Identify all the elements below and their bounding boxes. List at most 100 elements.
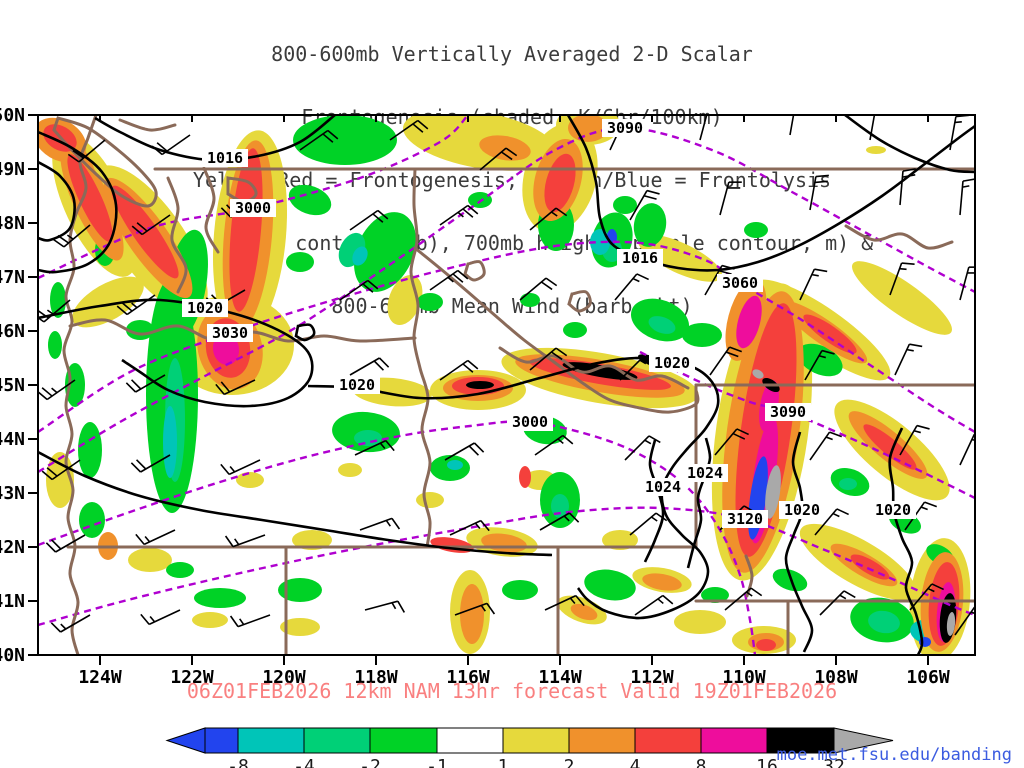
wind-barb xyxy=(894,343,923,376)
lat-axis-label: 50N xyxy=(0,105,25,126)
wind-barb xyxy=(714,428,749,456)
wind-barb xyxy=(799,268,828,301)
lat-axis-label: 43N xyxy=(0,483,25,504)
lon-axis-label: 120W xyxy=(262,667,306,688)
wind-barb xyxy=(349,209,389,231)
wind-barb xyxy=(439,359,479,381)
wind-barb xyxy=(131,214,171,236)
colorbar-segment xyxy=(237,727,305,754)
contour-label: 3120 xyxy=(727,510,763,528)
contour-label: 3000 xyxy=(235,199,271,217)
lon-axis-label: 114W xyxy=(538,667,582,688)
contour-label: 3060 xyxy=(722,274,758,292)
contour-label: 1016 xyxy=(207,149,243,167)
colorbar-tick-label: -8 xyxy=(227,756,249,768)
forecast-valid-text: 06Z01FEB2026 12km NAM 13hr forecast Vali… xyxy=(186,679,838,703)
colorbar: -8 -4 -2 -1 1 2 4 8 16 32 xyxy=(165,727,894,768)
wind-barb xyxy=(130,454,171,473)
lat-axis-label: 44N xyxy=(0,429,25,450)
colorbar-tick-label: -1 xyxy=(426,756,448,768)
contour-labels: 1016 3000 1020 3030 1020 3090 1016 3060 1020 3090… xyxy=(182,119,916,528)
lon-axis-label: 112W xyxy=(630,667,674,688)
wind-barb xyxy=(389,119,429,141)
map-interior: 1016 3000 1020 3030 1020 3090 1016 3060 1020 3090… xyxy=(38,115,975,655)
lat-axis-label: 46N xyxy=(0,321,25,342)
colorbar-segment xyxy=(369,727,438,754)
wind-barb xyxy=(224,534,266,548)
wind-barb xyxy=(719,181,742,216)
credit-url: moe.met.fsu.edu/banding xyxy=(776,745,1012,765)
wind-barb xyxy=(539,512,580,531)
colorbar-tick-label: 8 xyxy=(696,756,707,768)
wind-barb xyxy=(125,374,166,393)
colorbar-tick-label: 16 xyxy=(756,756,778,768)
wind-barb xyxy=(215,379,256,396)
contour-label: 1020 xyxy=(339,376,375,394)
wind-barb xyxy=(339,279,379,301)
wind-barb xyxy=(38,379,76,401)
wind-barb xyxy=(429,269,469,291)
wind-barb xyxy=(229,614,271,628)
wind-barb xyxy=(809,431,842,461)
wind-barb xyxy=(629,512,668,536)
wind-barb xyxy=(819,590,856,616)
wind-barb xyxy=(634,594,674,616)
wind-barb xyxy=(724,587,763,611)
wind-barb xyxy=(629,189,660,221)
lat-axis-label: 41N xyxy=(0,591,25,612)
colorbar-segment xyxy=(700,727,768,754)
wind-barb xyxy=(354,439,395,456)
lat-axis-label: 48N xyxy=(0,213,25,234)
colorbar-tick-label: 4 xyxy=(630,756,641,768)
wind-barb xyxy=(45,534,86,553)
wind-barb xyxy=(544,594,585,611)
wind-barb xyxy=(789,115,795,136)
wind-barb xyxy=(140,609,181,626)
lon-axis-label: 124W xyxy=(78,667,122,688)
wind-barb xyxy=(444,442,485,461)
contour-label: 1024 xyxy=(687,464,723,482)
contour-label: 1020 xyxy=(187,299,223,317)
lon-axis-label: 116W xyxy=(446,667,490,688)
wind-barb xyxy=(41,459,81,481)
wind-barb xyxy=(899,424,930,456)
wind-barb xyxy=(38,299,71,323)
colorbar-tick-label: 2 xyxy=(564,756,575,768)
colorbar-segment xyxy=(766,727,835,754)
state-borders xyxy=(52,115,975,655)
lon-axis-label: 110W xyxy=(722,667,766,688)
wind-barb xyxy=(52,224,91,248)
wind-barbs xyxy=(38,115,975,636)
lat-axis-label: 40N xyxy=(0,645,25,666)
frontogenesis-shading xyxy=(38,115,971,655)
contour-label: 1020 xyxy=(875,501,911,519)
wind-barb xyxy=(959,178,975,216)
colorbar-tick-label: 1 xyxy=(498,756,509,768)
wind-barb xyxy=(50,614,91,633)
colorbar-tick-label: 32 xyxy=(823,756,845,768)
wind-barb xyxy=(349,357,390,376)
wind-barb xyxy=(359,517,401,531)
lat-axis-label: 45N xyxy=(0,375,25,396)
colorbar-segment xyxy=(303,727,371,754)
wind-barb xyxy=(116,294,156,316)
wind-barb xyxy=(479,147,518,171)
wind-barb xyxy=(704,264,735,296)
wind-barb xyxy=(899,168,916,206)
wind-barb xyxy=(959,266,975,301)
lat-axis-label: 47N xyxy=(0,267,25,288)
contour-label: 3090 xyxy=(607,119,643,137)
wind-barb xyxy=(959,433,975,466)
lat-axis-label: 49N xyxy=(0,159,25,180)
colorbar-tick-label: -4 xyxy=(293,756,315,768)
lon-axis-label: 118W xyxy=(354,667,398,688)
wind-barb xyxy=(449,519,490,536)
contour-label: 3000 xyxy=(512,413,548,431)
contour-label: 3030 xyxy=(212,324,248,342)
wind-barb xyxy=(869,115,876,141)
title-line-1: 800-600mb Vertically Averaged 2-D Scalar xyxy=(271,42,753,66)
wind-barb xyxy=(814,508,849,536)
mslp-contours xyxy=(38,115,975,655)
wind-barb xyxy=(151,134,191,156)
